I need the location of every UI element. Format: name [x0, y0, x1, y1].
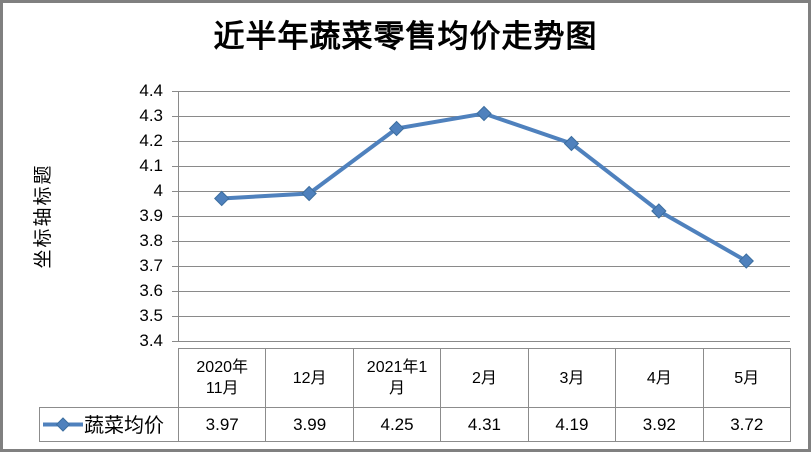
y-tick-label: 4.4 — [139, 81, 163, 100]
category-label-line: 12月 — [292, 369, 327, 387]
series-name-label: 蔬菜均价 — [84, 412, 164, 437]
data-point-marker — [563, 135, 580, 152]
series-value-cell: 3.99 — [265, 407, 354, 442]
data-point-marker — [476, 105, 492, 122]
category-header-cell: 12月 — [265, 348, 354, 408]
data-point-marker — [388, 120, 405, 137]
table-value-row: 蔬菜均价 3.97 3.99 4.25 4.31 4.19 3.92 3.72 — [39, 407, 791, 442]
series-value-cell: 3.92 — [615, 407, 704, 442]
series-value-cell: 4.25 — [352, 407, 442, 442]
series-value-cell: 3.72 — [702, 407, 791, 442]
category-label-line: 11月 — [205, 380, 239, 397]
table-corner-cell — [40, 349, 179, 408]
y-tick-label: 3.6 — [139, 281, 163, 300]
y-tick-label: 4.1 — [139, 156, 163, 175]
legend: 蔬菜均价 — [40, 408, 178, 441]
y-axis-title: 坐标轴标题 — [32, 163, 54, 269]
series-line-legend-icon — [43, 417, 83, 432]
chart-title: 近半年蔬菜零售均价走势图 — [213, 19, 598, 55]
y-tick-label: 3.7 — [139, 256, 163, 275]
category-header-cell: 4月 — [615, 348, 704, 408]
category-label-line: 2020年 — [196, 359, 249, 376]
y-tick-label: 3.5 — [139, 306, 163, 325]
plot-area — [172, 91, 790, 342]
y-tick-label: 3.4 — [139, 331, 163, 350]
category-header-cell: 2020年 11月 — [177, 348, 267, 408]
category-label-line: 2021年1 — [366, 359, 428, 376]
data-point-marker — [301, 185, 317, 202]
data-table: 2020年 11月 12月 2021年1 月 2月 3月 4月 5月 蔬菜均价 3.97 3.99… — [39, 348, 791, 442]
legend-cell: 蔬菜均价 — [39, 407, 179, 442]
y-tick-label: 4.2 — [139, 131, 163, 150]
category-header-cell: 3月 — [527, 348, 617, 408]
category-label-line: 2月 — [472, 369, 497, 387]
category-label-line: 4月 — [646, 369, 672, 387]
data-point-marker — [738, 253, 754, 269]
table-header-row: 2020年 11月 12月 2021年1 月 2月 3月 4月 5月 — [40, 348, 791, 408]
series-line — [221, 111, 748, 263]
category-label-line: 3月 — [559, 369, 585, 387]
category-header-cell: 2月 — [440, 348, 529, 408]
data-point-marker — [214, 190, 230, 207]
category-header-cell: 2021年1 月 — [352, 348, 442, 408]
series-value-cell: 4.19 — [527, 407, 617, 442]
category-label-line: 5月 — [734, 369, 760, 387]
category-label-line: 月 — [389, 380, 406, 397]
y-tick-label: 3.8 — [139, 231, 163, 250]
series-value-cell: 3.97 — [177, 407, 267, 442]
y-tick-label: 4.3 — [139, 106, 163, 125]
category-header-cell: 5月 — [702, 348, 791, 408]
y-tick-label: 3.9 — [139, 206, 163, 225]
data-point-marker — [651, 203, 667, 219]
y-tick-label: 4 — [153, 181, 163, 200]
series-value-cell: 4.31 — [440, 407, 529, 442]
